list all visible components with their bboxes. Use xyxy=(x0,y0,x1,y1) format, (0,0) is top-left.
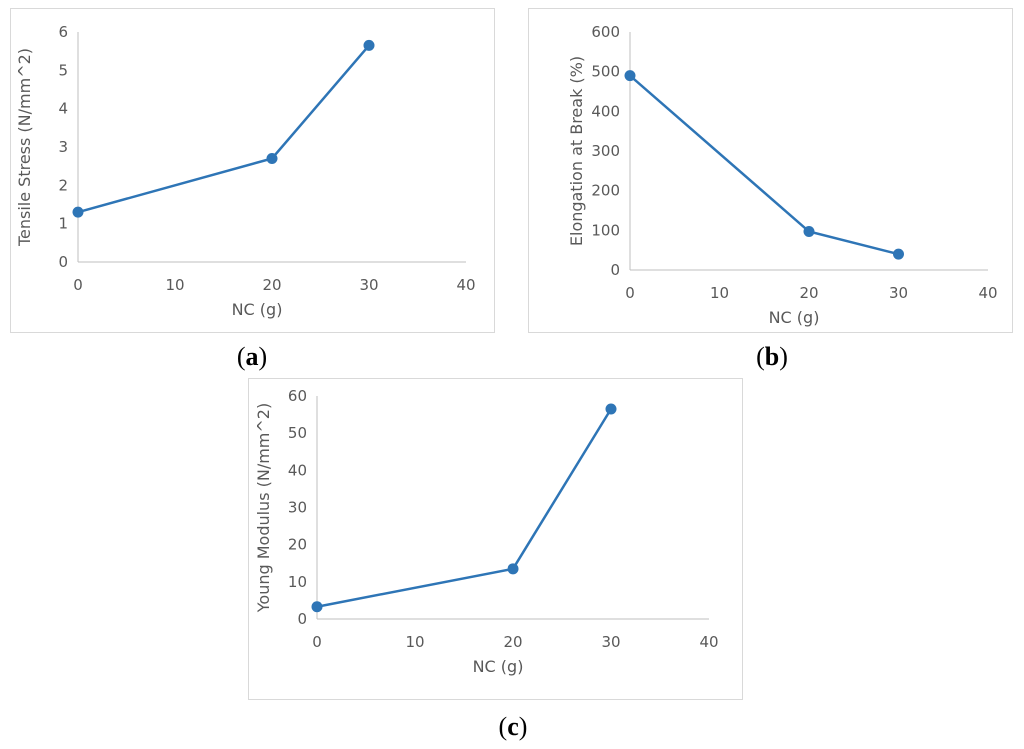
chart-panel-a: 0 1 2 3 4 5 6 0 10 20 30 40 NC (g) Tensile Stress (N/… xyxy=(10,8,495,333)
y-tick-label: 0 xyxy=(610,261,620,279)
y-tick-label: 5 xyxy=(58,61,68,79)
data-point xyxy=(893,248,904,260)
data-point xyxy=(507,563,519,575)
y-tick-label: 30 xyxy=(288,499,307,517)
x-tick-label: 10 xyxy=(710,284,729,302)
series-line xyxy=(316,408,613,608)
y-tick-label: 2 xyxy=(58,176,68,194)
y-tick-label: 500 xyxy=(591,63,620,81)
y-axis-label: Tensile Stress (N/mm^2) xyxy=(15,48,34,247)
y-axis-label: Young Modulus (N/mm^2) xyxy=(254,403,273,613)
caption-b: (b) xyxy=(756,342,788,371)
x-tick-label: 20 xyxy=(262,276,281,294)
x-axis-label: NC (g) xyxy=(769,308,820,327)
data-point xyxy=(624,70,636,82)
y-tick-label: 300 xyxy=(591,142,620,160)
series-line xyxy=(77,44,370,214)
x-tick-label: 40 xyxy=(978,284,997,302)
chart-a-svg: 0 1 2 3 4 5 6 0 10 20 30 40 NC (g) Tensile Stress (N/… xyxy=(15,23,476,319)
caption-a: (a) xyxy=(236,342,268,371)
y-tick-label: 10 xyxy=(288,573,307,591)
y-tick-label: 40 xyxy=(288,461,307,479)
x-tick-label: 10 xyxy=(405,633,424,651)
y-tick-label: 0 xyxy=(297,610,307,628)
y-tick-label: 200 xyxy=(591,182,620,200)
y-tick-label: 6 xyxy=(58,23,68,41)
y-tick-label: 1 xyxy=(58,215,68,233)
chart-panel-c: 0 10 20 30 40 50 60 0 10 20 30 40 NC (g) Young Modulu… xyxy=(248,378,743,700)
caption-c-letter: c xyxy=(507,712,519,741)
x-axis-label: NC (g) xyxy=(473,657,524,676)
y-tick-label: 4 xyxy=(58,100,68,118)
series-line xyxy=(629,74,899,256)
y-tick-label: 60 xyxy=(288,387,307,405)
x-tick-label: 20 xyxy=(503,633,522,651)
y-axis-label: Elongation at Break (%) xyxy=(567,56,586,246)
x-tick-label: 0 xyxy=(312,633,322,651)
data-point xyxy=(72,206,84,218)
caption-c: (c) xyxy=(498,712,528,741)
y-tick-label: 3 xyxy=(58,138,68,156)
x-tick-label: 30 xyxy=(889,284,908,302)
y-tick-label: 0 xyxy=(58,253,68,271)
x-axis-label: NC (g) xyxy=(232,300,283,319)
data-point xyxy=(803,226,815,238)
x-tick-label: 40 xyxy=(699,633,718,651)
data-point xyxy=(363,39,375,51)
caption-a-letter: a xyxy=(245,342,259,371)
chart-panel-b: 0 100 200 300 400 500 600 0 10 20 30 40 NC (g) Elonga… xyxy=(528,8,1013,333)
y-tick-label: 100 xyxy=(591,221,620,239)
x-tick-label: 10 xyxy=(165,276,184,294)
chart-b-svg: 0 100 200 300 400 500 600 0 10 20 30 40 NC (g) Elonga… xyxy=(567,23,998,327)
y-tick-label: 20 xyxy=(288,536,307,554)
x-tick-label: 0 xyxy=(73,276,83,294)
y-tick-label: 600 xyxy=(591,23,620,41)
data-point xyxy=(266,153,278,164)
x-tick-label: 30 xyxy=(359,276,378,294)
y-tick-label: 400 xyxy=(591,102,620,120)
x-tick-label: 40 xyxy=(456,276,475,294)
caption-b-letter: b xyxy=(764,342,780,371)
chart-c-svg: 0 10 20 30 40 50 60 0 10 20 30 40 NC (g) Young Modulu… xyxy=(254,387,719,676)
x-tick-label: 0 xyxy=(625,284,635,302)
data-point xyxy=(605,403,617,415)
x-tick-label: 20 xyxy=(799,284,818,302)
y-tick-label: 50 xyxy=(288,424,307,442)
data-point xyxy=(311,601,323,613)
x-tick-label: 30 xyxy=(601,633,620,651)
